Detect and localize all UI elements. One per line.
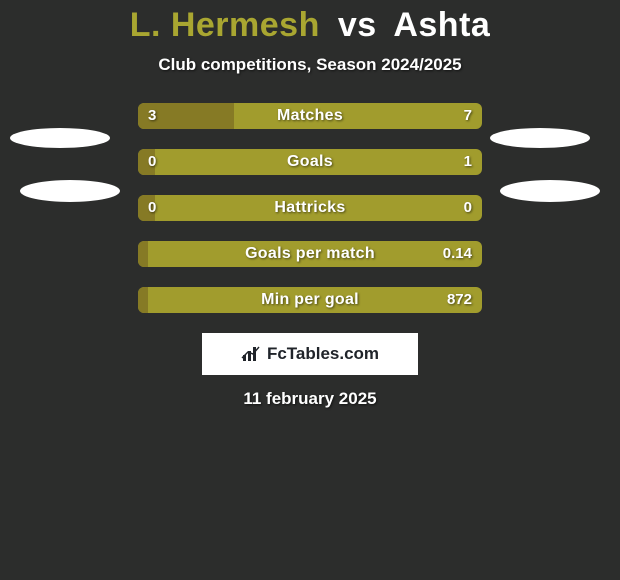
brand-badge: FcTables.com — [202, 333, 418, 375]
date-text: 11 february 2025 — [0, 389, 620, 409]
avatar-placeholder-right-1 — [490, 128, 590, 148]
avatar-placeholder-left-2 — [20, 180, 120, 202]
stat-bar: 0Goals1 — [138, 149, 482, 175]
stat-bars: 3Matches70Goals10Hattricks0Goals per mat… — [138, 103, 482, 313]
stat-right-value: 1 — [464, 149, 472, 175]
stat-label: Min per goal — [138, 287, 482, 313]
stat-right-value: 872 — [447, 287, 472, 313]
stat-label: Goals — [138, 149, 482, 175]
stat-label: Goals per match — [138, 241, 482, 267]
stat-label: Matches — [138, 103, 482, 129]
stat-right-value: 0.14 — [443, 241, 472, 267]
stat-bar: 3Matches7 — [138, 103, 482, 129]
stat-bar: 0Hattricks0 — [138, 195, 482, 221]
bar-chart-icon — [241, 345, 261, 363]
comparison-card: L. Hermesh vs Ashta Club competitions, S… — [0, 0, 620, 580]
page-title: L. Hermesh vs Ashta — [0, 6, 620, 45]
avatar-placeholder-right-2 — [500, 180, 600, 202]
subtitle: Club competitions, Season 2024/2025 — [0, 55, 620, 75]
stat-right-value: 7 — [464, 103, 472, 129]
brand-text: FcTables.com — [267, 344, 379, 364]
title-player1: L. Hermesh — [130, 6, 320, 44]
title-vs: vs — [338, 6, 377, 44]
stat-bar: Min per goal872 — [138, 287, 482, 313]
stat-bar: Goals per match0.14 — [138, 241, 482, 267]
content-area: 3Matches70Goals10Hattricks0Goals per mat… — [0, 103, 620, 409]
avatar-placeholder-left-1 — [10, 128, 110, 148]
stat-label: Hattricks — [138, 195, 482, 221]
stat-right-value: 0 — [464, 195, 472, 221]
title-player2: Ashta — [393, 6, 490, 44]
